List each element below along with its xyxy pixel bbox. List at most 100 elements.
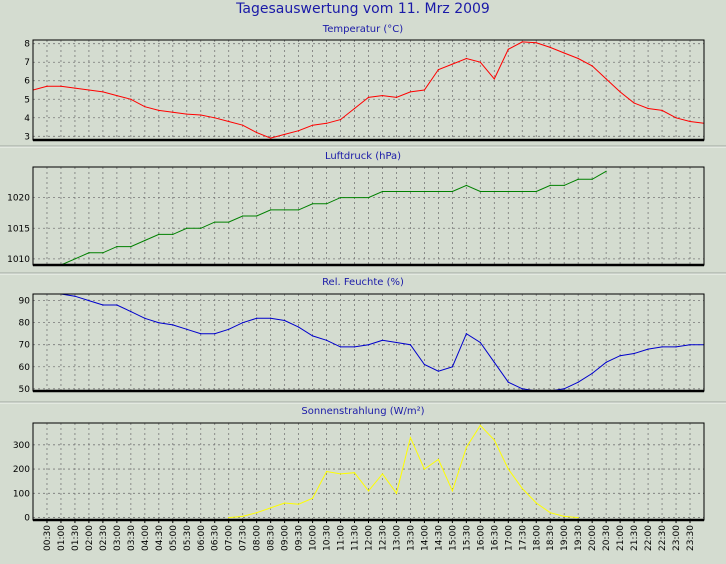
radiation-data-point (409, 436, 412, 439)
pressure-data-point (451, 190, 453, 193)
pressure-data-point (549, 184, 551, 186)
humidity-series-line (33, 294, 704, 391)
temperature-data-point (242, 124, 244, 126)
temperature-data-point (381, 94, 384, 97)
x-tick-label: 18:00 (532, 525, 542, 551)
temperature-data-point (46, 85, 48, 87)
x-tick-label: 07:30 (239, 525, 249, 551)
temperature-data-point (591, 65, 593, 67)
x-tick-label: 10:00 (309, 525, 319, 551)
humidity-y-tick-label: 90 (19, 297, 31, 307)
pressure-data-point (353, 197, 356, 199)
pressure-data-point (172, 233, 174, 235)
radiation-data-point (577, 516, 579, 519)
x-tick-label: 11:30 (351, 525, 361, 551)
x-tick-label: 04:00 (141, 525, 151, 551)
humidity-data-point (200, 333, 202, 335)
temperature-data-point (409, 91, 412, 93)
temperature-y-tick-label: 3 (24, 132, 30, 142)
temperature-data-point (549, 46, 551, 49)
temperature-y-tick-label: 7 (24, 58, 30, 68)
pressure-data-point (493, 190, 495, 193)
pressure-chart-title: Luftdruck (hPa) (324, 151, 402, 162)
x-tick-label: 16:30 (490, 525, 500, 551)
pressure-data-point (284, 209, 286, 211)
humidity-data-point (158, 322, 160, 324)
humidity-data-point (689, 344, 691, 346)
pressure-data-point (74, 258, 76, 260)
humidity-data-point (186, 328, 188, 330)
x-tick-label: 14:30 (434, 525, 444, 551)
radiation-chart-title: Sonnenstrahlung (W/m²) (301, 406, 425, 417)
humidity-y-tick-label: 60 (19, 363, 31, 373)
pressure-data-point (102, 252, 104, 254)
humidity-data-point (367, 344, 370, 346)
radiation-data-point (465, 446, 467, 448)
x-tick-label: 15:30 (462, 525, 472, 551)
humidity-data-point (577, 381, 579, 383)
x-tick-label: 14:00 (420, 525, 430, 551)
radiation-data-point (284, 502, 286, 504)
temperature-data-point (605, 78, 607, 80)
humidity-data-point (605, 361, 607, 363)
pressure-data-point (186, 227, 188, 229)
humidity-data-point (311, 335, 314, 337)
temperature-data-point (633, 102, 635, 104)
radiation-plot-frame (32, 422, 705, 521)
temperature-data-point (88, 89, 90, 91)
x-tick-label: 09:00 (281, 525, 291, 551)
x-tick-label: 06:00 (197, 525, 207, 551)
radiation-data-point (563, 515, 565, 517)
temperature-data-point (102, 91, 104, 93)
x-tick-label: 22:30 (658, 525, 668, 551)
radiation-data-point (325, 470, 328, 473)
humidity-data-point (507, 381, 509, 383)
humidity-data-point (647, 348, 649, 350)
temperature-data-point (228, 120, 230, 123)
pressure-data-point (325, 203, 328, 205)
temperature-data-point (311, 124, 314, 126)
humidity-data-point (116, 304, 118, 306)
humidity-data-point (270, 317, 272, 319)
humidity-data-point (144, 317, 146, 319)
radiation-data-point (451, 490, 453, 492)
humidity-data-point (465, 333, 467, 335)
x-tick-label: 08:00 (253, 525, 263, 551)
temperature-chart-title: Temperatur (°C) (322, 24, 404, 35)
x-tick-label: 21:30 (630, 525, 640, 551)
temperature-data-point (256, 131, 258, 134)
temperature-data-point (339, 119, 342, 121)
humidity-data-point (88, 300, 90, 302)
temperature-data-point (395, 96, 398, 99)
radiation-data-point (339, 473, 342, 475)
x-tick-label: 21:00 (616, 525, 626, 551)
pressure-data-point (311, 203, 314, 205)
humidity-data-point (214, 333, 216, 335)
x-tick-label: 02:30 (99, 525, 109, 551)
x-tick-label: 20:00 (588, 525, 598, 551)
x-tick-label: 11:00 (337, 525, 347, 551)
radiation-y-tick-label: 0 (24, 514, 30, 524)
temperature-data-point (535, 42, 537, 44)
humidity-data-point (74, 295, 76, 297)
radiation-data-point (242, 515, 244, 517)
temperature-data-point (563, 52, 565, 54)
pressure-data-point (591, 178, 593, 180)
temperature-data-point (200, 114, 202, 116)
pressure-data-point (535, 190, 537, 193)
x-tick-label: 05:00 (169, 525, 179, 551)
temperature-data-point (74, 87, 76, 89)
humidity-data-point (619, 355, 621, 357)
x-tick-label: 23:30 (686, 525, 696, 551)
pressure-data-point (200, 227, 202, 229)
temperature-y-tick-label: 6 (24, 77, 30, 87)
pressure-data-point (605, 170, 607, 172)
humidity-data-point (381, 339, 384, 341)
humidity-chart-title: Rel. Feuchte (%) (322, 277, 404, 288)
humidity-plot-frame (32, 293, 705, 392)
pressure-data-point (158, 233, 160, 235)
temperature-data-point (479, 61, 481, 63)
humidity-data-point (633, 352, 635, 355)
page-title: Tagesauswertung vom 11. Mrz 2009 (236, 1, 490, 17)
